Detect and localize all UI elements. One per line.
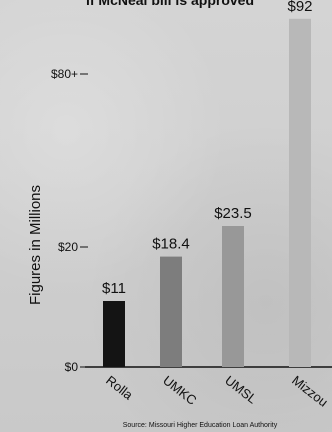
data-label-rolla: $11 (102, 280, 126, 297)
bar-mizzou (289, 19, 311, 367)
category-label-rolla: Rolla (103, 373, 136, 404)
source-note: Source: Missouri Higher Education Loan A… (123, 422, 278, 429)
data-label-umsl: $23.5 (214, 205, 252, 222)
category-label-mizzou: Mizzou (289, 373, 331, 410)
y-axis-label: Figures in Millions (27, 185, 44, 305)
bar-umsl (222, 226, 244, 367)
category-labels: Rolla UMKC UMSL Mizzou (103, 373, 331, 410)
chart-title: if McNeal bill is approved (86, 0, 254, 8)
category-label-umkc: UMKC (160, 373, 199, 408)
bar-umkc (160, 257, 182, 367)
bars (103, 19, 311, 367)
y-tick-label: $80+ (51, 67, 78, 81)
data-label-mizzou: $92 (287, 0, 312, 15)
bar-rolla (103, 301, 125, 367)
y-tick-label: $20 (58, 240, 78, 254)
y-ticks: $0 $20 $80+ (51, 67, 88, 374)
data-label-umkc: $18.4 (152, 236, 190, 253)
y-tick-label: $0 (65, 360, 79, 374)
category-label-umsl: UMSL (222, 373, 260, 407)
data-labels: $11 $18.4 $23.5 $92 (102, 0, 312, 297)
